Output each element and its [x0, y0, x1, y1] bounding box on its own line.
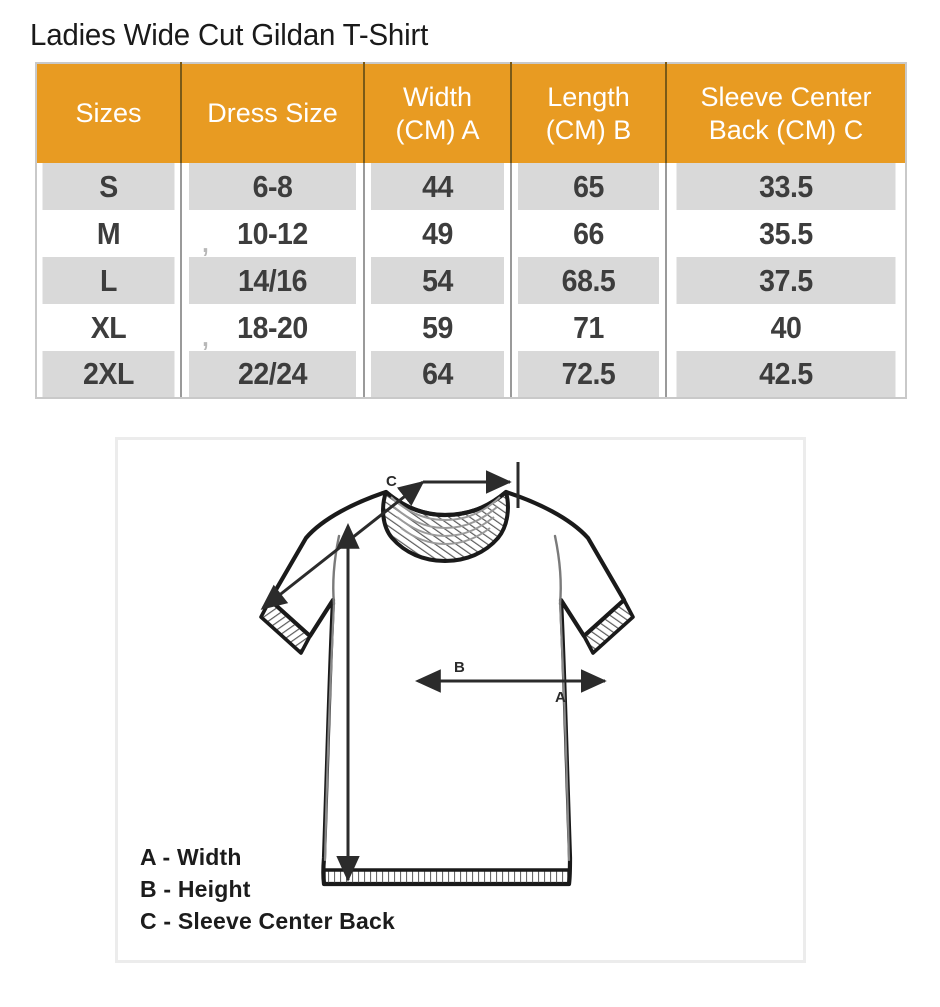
cell-dress-size-value: 10-12: [237, 215, 308, 251]
cell-dress-size: 22/24: [187, 351, 358, 399]
cell-size: XL: [40, 304, 177, 351]
cell-width: 59: [368, 304, 507, 351]
legend-item-c-text: C - Sleeve Center Back: [140, 908, 395, 934]
scan-artifact-comma: ,: [202, 228, 209, 258]
measurement-a-arrow: A: [415, 669, 607, 706]
measurement-b-arrow: B: [336, 523, 465, 882]
tshirt-diagram-icon: C B A: [259, 462, 635, 887]
tshirt-left-sleeve-ribbing: [259, 598, 312, 655]
table-row: S 6-8 44 65 33.5: [36, 163, 906, 210]
column-header-sleeve-line-1: Sleeve Center: [700, 81, 872, 112]
column-header-length: Length (CM) B: [510, 62, 667, 163]
legend-item-b: B - Height: [140, 873, 395, 905]
tshirt-side-seams: [323, 601, 571, 862]
cell-length: 71: [516, 304, 661, 351]
cell-sleeve-center-back: 37.5: [674, 257, 898, 304]
cell-length: 65: [516, 163, 661, 210]
table-row: M , 10-12 49 66 35.5: [36, 210, 906, 258]
table-row: XL , 18-20 59 71 40: [36, 304, 906, 352]
column-header-dress-size-line-1: Dress Size: [207, 98, 338, 128]
column-header-sizes-line-1: Sizes: [75, 98, 142, 128]
table-header-row: Sizes Dress Size Width (CM) A Length (CM…: [35, 62, 907, 163]
cell-size: 2XL: [40, 351, 177, 399]
cell-width: 64: [368, 351, 507, 399]
tshirt-right-sleeve-ribbing: [582, 598, 635, 655]
column-header-sleeve-center-back: Sleeve Center Back (CM) C: [665, 62, 907, 163]
tshirt-bottom-hem: [322, 868, 571, 886]
column-header-width-line-2: (CM) A: [395, 114, 480, 145]
cell-length: 66: [516, 210, 661, 257]
column-header-dress-size: Dress Size: [180, 62, 365, 163]
cell-dress-size: , 18-20: [187, 304, 358, 352]
legend-item-b-text: B - Height: [140, 876, 251, 902]
table-row: 2XL 22/24 64 72.5 42.5: [36, 351, 906, 399]
table-row: L 14/16 54 68.5 37.5: [36, 257, 906, 304]
column-header-sizes: Sizes: [35, 62, 182, 163]
cell-dress-size: , 10-12: [187, 210, 358, 258]
legend-item-a: A - Width: [140, 841, 395, 873]
scan-artifact-comma: ,: [202, 322, 209, 352]
cell-size: S: [40, 163, 177, 210]
column-header-length-line-1: Length: [547, 81, 630, 112]
cell-length: 68.5: [516, 257, 661, 304]
cell-dress-size: 14/16: [187, 257, 358, 304]
column-header-sleeve-line-2: Back (CM) C: [708, 114, 864, 145]
cell-size: L: [40, 257, 177, 304]
cell-width: 54: [368, 257, 507, 304]
measurement-label-c: C: [386, 473, 397, 490]
cell-width: 49: [368, 210, 507, 257]
cell-sleeve-center-back: 40: [674, 304, 898, 351]
cell-sleeve-center-back: 42.5: [674, 351, 898, 399]
cell-sleeve-center-back: 35.5: [674, 210, 898, 257]
column-header-width: Width (CM) A: [363, 62, 512, 163]
cell-dress-size-value: 18-20: [237, 309, 308, 345]
cell-width: 44: [368, 163, 507, 210]
page-title: Ladies Wide Cut Gildan T-Shirt: [30, 17, 429, 52]
measurement-label-b: B: [454, 659, 465, 676]
legend-item-c: C - Sleeve Center Back: [140, 905, 395, 937]
measurement-legend: A - Width B - Height C - Sleeve Center B…: [140, 841, 395, 937]
cell-dress-size-value: 14/16: [237, 262, 308, 298]
column-header-length-line-2: (CM) B: [545, 114, 632, 145]
measurement-label-a: A: [555, 689, 566, 706]
cell-sleeve-center-back: 33.5: [674, 163, 898, 210]
legend-item-a-text: A - Width: [140, 844, 242, 870]
cell-dress-size-value: 6-8: [252, 168, 293, 204]
cell-size: M: [40, 210, 177, 257]
cell-length: 72.5: [516, 351, 661, 399]
cell-dress-size-value: 22/24: [237, 356, 308, 391]
cell-dress-size: 6-8: [187, 163, 358, 210]
column-header-width-line-1: Width: [402, 81, 473, 112]
measurement-diagram-panel: C B A: [115, 437, 806, 963]
size-chart-table: Sizes Dress Size Width (CM) A Length (CM…: [35, 62, 907, 399]
